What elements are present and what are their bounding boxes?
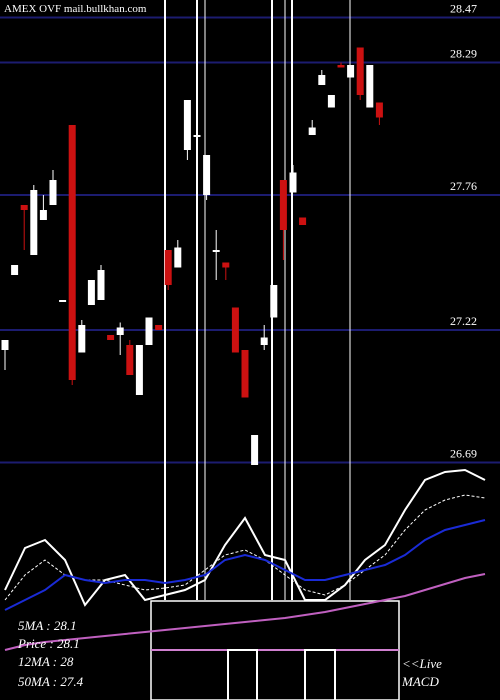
candle-body: [155, 325, 163, 330]
annotation: 50MA : 27.4: [18, 674, 84, 689]
candle-body: [318, 75, 326, 85]
chart-title: AMEX OVF mail.bullkhan.com: [4, 3, 147, 15]
y-tick-label: 27.76: [450, 179, 477, 193]
candle-body: [347, 65, 355, 78]
candle-body: [183, 100, 191, 150]
indicator-line: [4, 468, 486, 607]
annotation: 5MA : 28.1: [18, 618, 77, 633]
indicator-line: [4, 573, 486, 651]
annotation: <<Live: [402, 656, 442, 671]
candle-body: [116, 327, 124, 335]
candle-body: [299, 217, 307, 225]
indicator-line: [4, 519, 486, 611]
candle-body: [174, 247, 182, 268]
y-tick-label: 27.22: [450, 314, 477, 328]
candle-body: [97, 270, 105, 300]
candle-body: [30, 190, 38, 255]
candle-body: [126, 345, 134, 375]
candle-body: [49, 180, 57, 205]
macd-box: [150, 600, 400, 700]
y-tick-label: 28.29: [450, 47, 477, 61]
candle-body: [107, 335, 115, 340]
candle-body: [289, 172, 297, 193]
candle-body: [231, 307, 239, 353]
candle-body: [375, 102, 383, 118]
candle-body: [308, 127, 316, 135]
candles: [1, 47, 383, 465]
candle-body: [222, 262, 230, 268]
candle-body: [251, 435, 259, 465]
macd-step: [227, 649, 258, 700]
candle-body: [39, 210, 47, 220]
candle-body: [1, 340, 9, 350]
indicator: [4, 468, 486, 651]
candle-body: [20, 205, 28, 210]
candle-body: [87, 280, 95, 305]
candle-body: [59, 300, 67, 302]
candle-body: [193, 135, 201, 137]
candle-body: [356, 47, 364, 95]
candle-body: [366, 65, 374, 108]
annotation: 12MA : 28: [18, 654, 74, 669]
y-tick-label: 26.69: [450, 447, 477, 461]
candle-body: [337, 65, 345, 68]
candle-body: [11, 265, 19, 275]
candle-body: [260, 337, 268, 345]
candle-body: [270, 285, 278, 318]
candle-body: [78, 325, 86, 353]
candle-body: [241, 350, 249, 398]
candle-body: [145, 317, 153, 345]
annotation: Price : 28.1: [17, 636, 80, 651]
candle-body: [203, 155, 211, 195]
macd-step: [304, 649, 336, 700]
candle-body: [68, 125, 76, 380]
candle-body: [164, 250, 172, 285]
candle-body: [279, 180, 287, 230]
annotation: MACD: [401, 674, 439, 689]
y-tick-label: 28.47: [450, 2, 477, 16]
candle-body: [327, 95, 335, 108]
candle-body: [135, 345, 143, 395]
candle-body: [212, 250, 220, 252]
